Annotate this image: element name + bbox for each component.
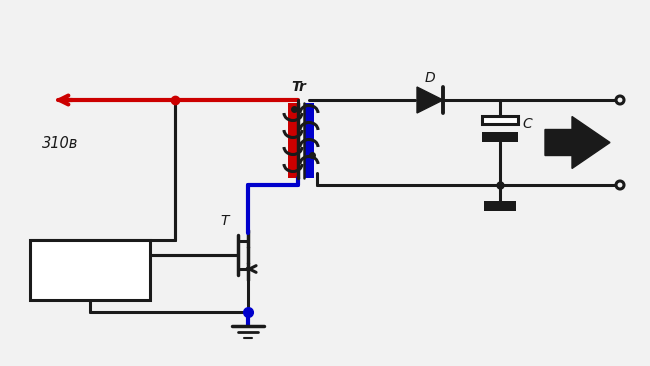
Bar (482, 116, 518, 124)
Bar (304, 103, 314, 178)
Text: C: C (522, 117, 532, 131)
Text: 310в: 310в (42, 136, 79, 151)
Text: T: T (220, 214, 229, 228)
Bar (288, 103, 298, 178)
Bar (482, 132, 518, 142)
Text: D: D (424, 71, 436, 85)
Circle shape (616, 96, 624, 104)
Bar (30, 240, 150, 300)
Polygon shape (417, 87, 443, 113)
Circle shape (616, 181, 624, 189)
Text: Tr: Tr (292, 80, 306, 94)
Bar (484, 201, 516, 211)
Text: Управление: Управление (53, 265, 127, 279)
FancyArrow shape (545, 116, 610, 168)
